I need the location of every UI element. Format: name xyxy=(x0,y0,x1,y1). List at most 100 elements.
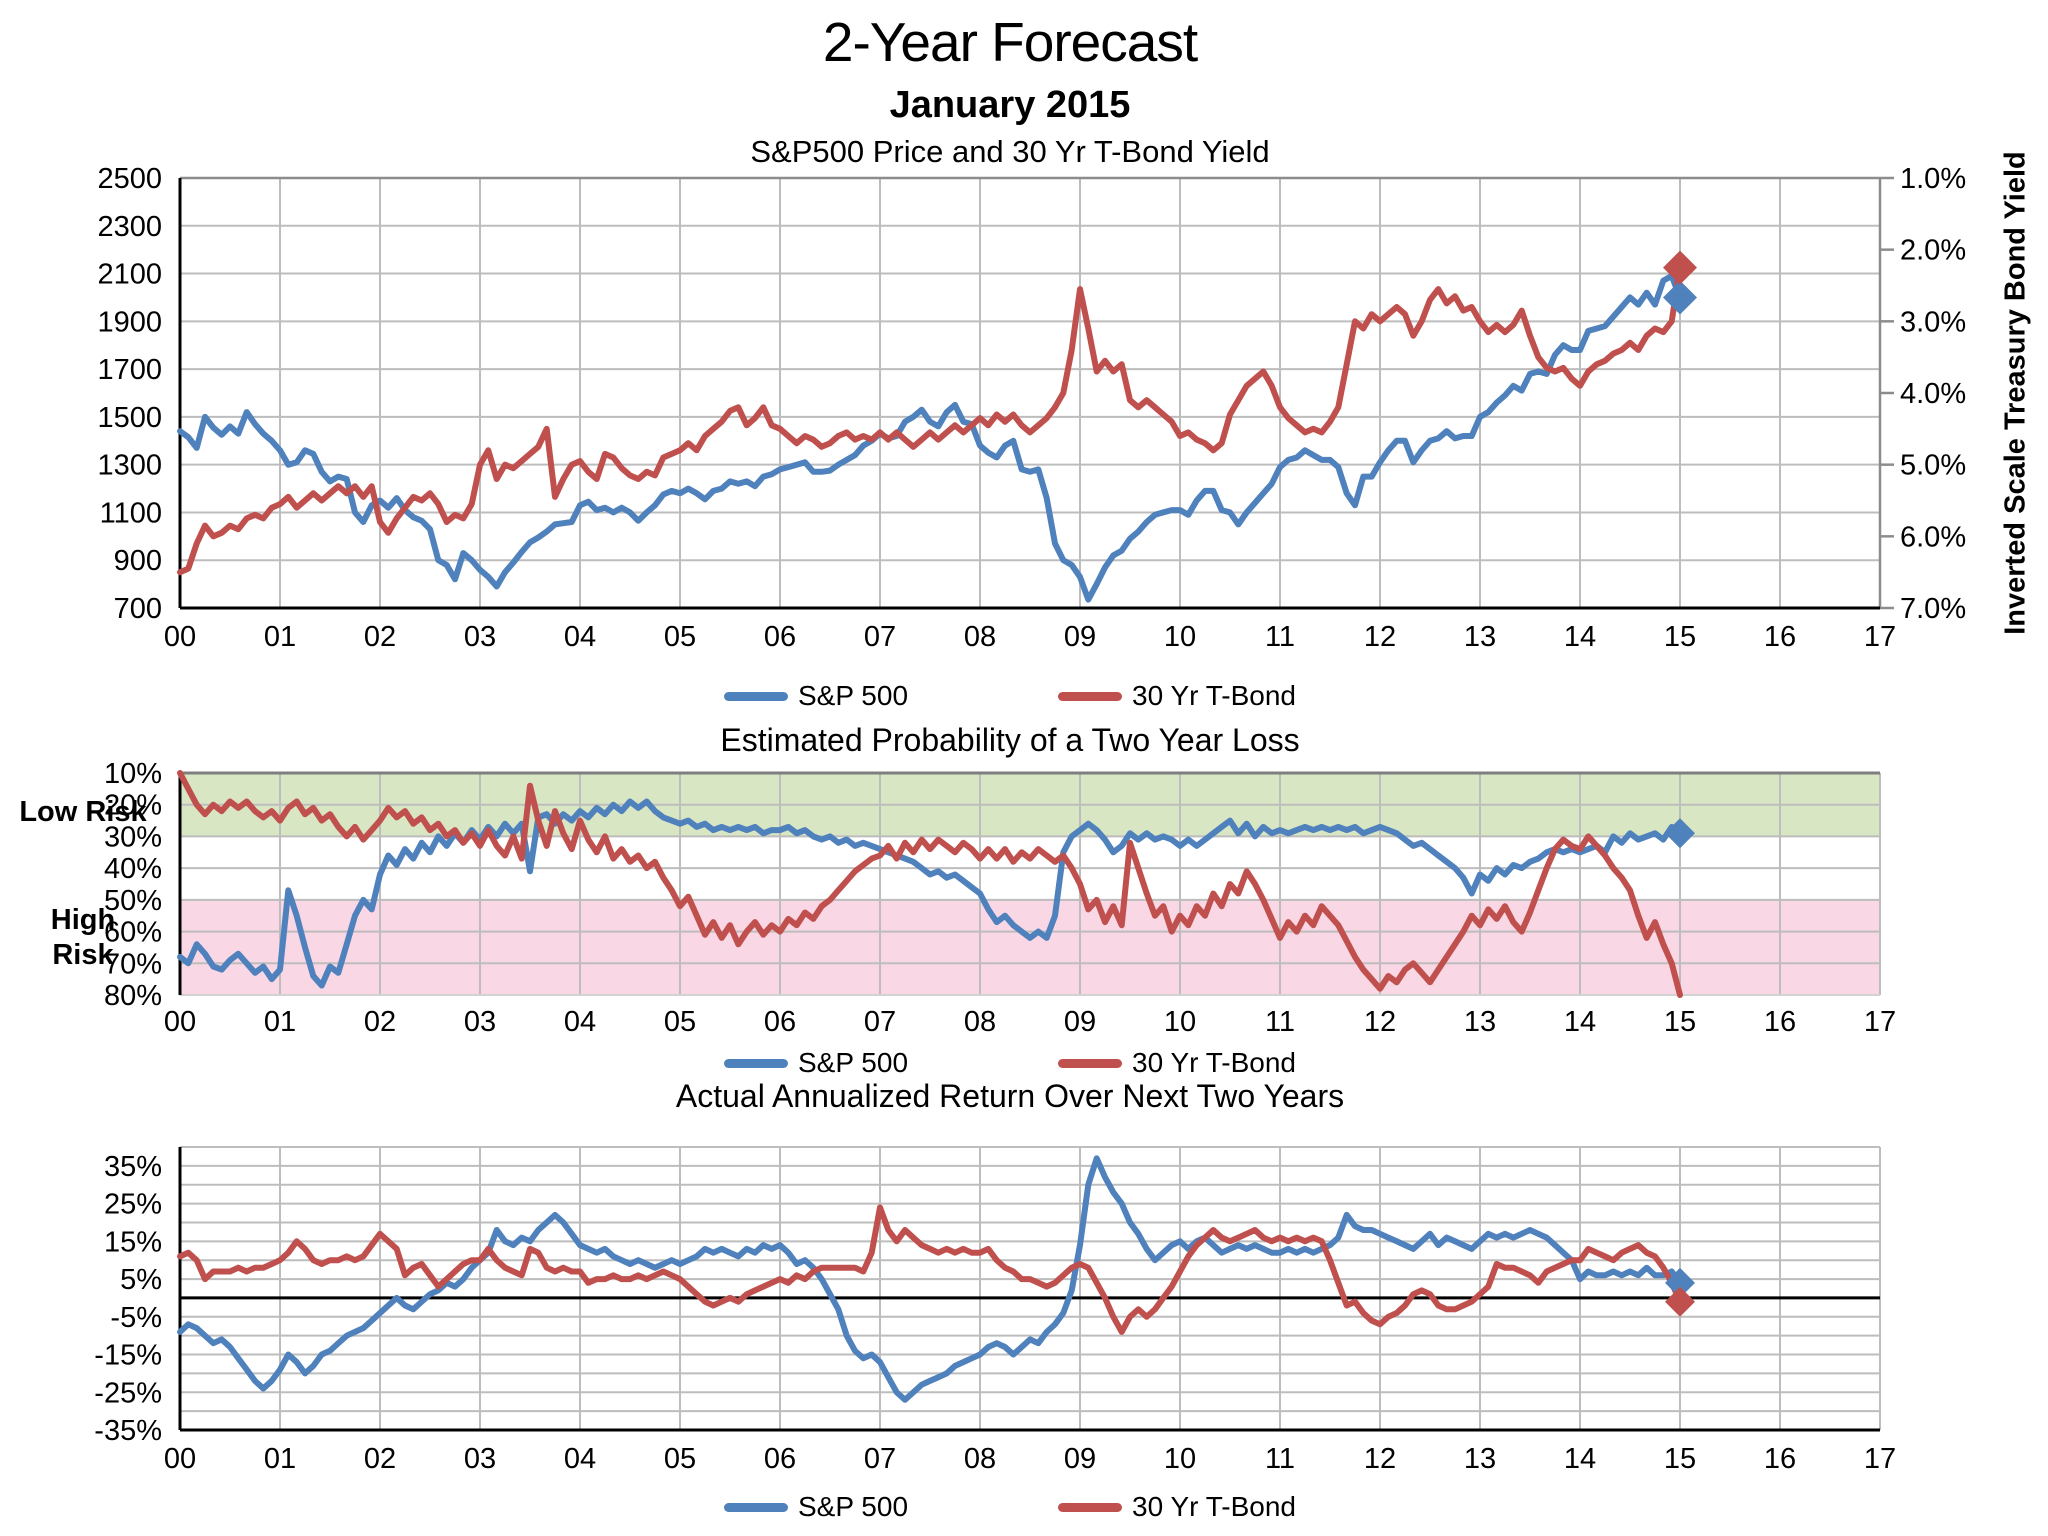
series-line-tbond-chart1 xyxy=(177,770,1683,998)
tick-label: 13 xyxy=(1464,621,1496,653)
chart-title-loss-probability: Estimated Probability of a Two Year Loss xyxy=(720,722,1300,758)
tick-label: 17 xyxy=(1864,1443,1896,1475)
end-marker-tbond-chart2 xyxy=(1664,1286,1695,1317)
tick-label: 2300 xyxy=(97,211,162,243)
legend-item-sp500: S&P 500 xyxy=(724,1047,908,1079)
tick-label: 02 xyxy=(364,621,396,653)
tick-label: 700 xyxy=(114,593,162,625)
high-risk-zone-label: High Risk xyxy=(50,904,116,972)
tick-label: -5% xyxy=(110,1302,162,1334)
tick-label: 03 xyxy=(464,1006,496,1038)
tick-label: 10 xyxy=(1164,1443,1196,1475)
tick-label: 15 xyxy=(1664,1006,1696,1038)
tick-label: 00 xyxy=(164,1006,196,1038)
tick-label: 35% xyxy=(104,1151,162,1183)
tick-label: 1.0% xyxy=(1900,163,1966,195)
tick-label: 40% xyxy=(104,853,162,885)
tick-label: 08 xyxy=(964,621,996,653)
page-subtitle: January 2015 xyxy=(889,84,1131,126)
tick-label: 1300 xyxy=(97,450,162,482)
tick-label: -25% xyxy=(94,1377,162,1409)
tick-label: 07 xyxy=(864,621,896,653)
tick-label: 00 xyxy=(164,1443,196,1475)
series-line-tbond-chart0 xyxy=(177,264,1683,576)
tick-label: 4.0% xyxy=(1900,378,1966,410)
tick-label: 09 xyxy=(1064,1006,1096,1038)
tick-label: 14 xyxy=(1564,621,1596,653)
legend-middle-chart: S&P 500 30 Yr T-Bond xyxy=(0,1045,2020,1081)
tick-label: 6.0% xyxy=(1900,521,1966,553)
tick-label: 12 xyxy=(1364,1443,1396,1475)
tick-label: 05 xyxy=(664,621,696,653)
legend-top-chart: S&P 500 30 Yr T-Bond xyxy=(0,678,2020,714)
end-marker-sp500-chart2 xyxy=(1664,1267,1695,1298)
legend-label: S&P 500 xyxy=(798,680,909,711)
tick-label: 09 xyxy=(1064,1443,1096,1475)
tick-label: 05 xyxy=(664,1443,696,1475)
tick-label: 01 xyxy=(264,1006,296,1038)
tick-label: 15 xyxy=(1664,621,1696,653)
tick-label: 1700 xyxy=(97,354,162,386)
tick-label: 07 xyxy=(864,1006,896,1038)
tick-label: 10% xyxy=(104,758,162,790)
chart-title-price-yield: S&P500 Price and 30 Yr T-Bond Yield xyxy=(750,134,1270,169)
end-marker-tbond-chart0 xyxy=(1662,250,1697,285)
tick-label: 16 xyxy=(1764,621,1796,653)
series-line-tbond-chart2 xyxy=(177,1204,1683,1335)
tick-label: 08 xyxy=(964,1443,996,1475)
legend-bottom-chart: S&P 500 30 Yr T-Bond xyxy=(0,1489,2020,1525)
right-axis-title: Inverted Scale Treasury Bond Yield xyxy=(1999,151,2032,635)
tick-label: 2100 xyxy=(97,259,162,291)
tick-label: 10 xyxy=(1164,621,1196,653)
tick-label: 30% xyxy=(104,821,162,853)
tbond-line-swatch-icon xyxy=(1058,1058,1123,1068)
tick-label: 16 xyxy=(1764,1443,1796,1475)
legend-label: 30 Yr T-Bond xyxy=(1132,680,1296,711)
tick-label: 20% xyxy=(104,790,162,822)
tick-label: 3.0% xyxy=(1900,306,1966,338)
tick-label: 1500 xyxy=(97,402,162,434)
tick-label: 01 xyxy=(264,621,296,653)
tick-label: 08 xyxy=(964,1006,996,1038)
tick-label: 900 xyxy=(114,545,162,577)
tick-label: 06 xyxy=(764,621,796,653)
tick-label: 00 xyxy=(164,621,196,653)
low-risk-zone-label: Low Risk xyxy=(19,796,147,828)
legend-label: S&P 500 xyxy=(798,1491,909,1522)
tick-label: 17 xyxy=(1864,1006,1896,1038)
legend-item-sp500: S&P 500 xyxy=(724,680,908,712)
legend-label: 30 Yr T-Bond xyxy=(1132,1491,1296,1522)
tick-label: 16 xyxy=(1764,1006,1796,1038)
tick-label: 11 xyxy=(1265,621,1295,653)
tick-label: 13 xyxy=(1464,1443,1496,1475)
tick-label: 2.0% xyxy=(1900,235,1966,267)
sp500-line-swatch-icon xyxy=(724,1502,788,1512)
legend-item-tbond: 30 Yr T-Bond xyxy=(1058,680,1296,712)
tick-label: 14 xyxy=(1564,1006,1596,1038)
tick-label: 5% xyxy=(120,1264,162,1296)
tick-label: 13 xyxy=(1464,1006,1496,1038)
chart-panel-1: 10%20%30%40%50%60%70%80%00 01 02 03 04 05 06 07… xyxy=(104,758,1896,1038)
tick-label: 05 xyxy=(664,1006,696,1038)
legend-item-tbond: 30 Yr T-Bond xyxy=(1058,1491,1296,1523)
tick-label: 15 xyxy=(1664,1443,1696,1475)
chart-panel-0: 250023002100190017001500130011009007001.… xyxy=(97,163,1966,653)
legend-item-tbond: 30 Yr T-Bond xyxy=(1058,1047,1296,1079)
page-title: 2-Year Forecast xyxy=(822,11,1198,73)
sp500-line-swatch-icon xyxy=(724,1058,788,1068)
tick-label: 1900 xyxy=(97,306,162,338)
tick-label: 14 xyxy=(1564,1443,1596,1475)
legend-label: S&P 500 xyxy=(798,1047,909,1078)
chart-panel-2: 35% 25% 15% 5% -5% -15% -25% -35%00 01 02 03 04 05 06… xyxy=(94,1146,1896,1475)
tick-label: 04 xyxy=(564,621,596,653)
tick-label: 2500 xyxy=(97,163,162,195)
tick-label: 80% xyxy=(104,980,162,1012)
tick-label: 15% xyxy=(104,1226,162,1258)
tick-label: 11 xyxy=(1265,1443,1295,1475)
tick-label: 04 xyxy=(564,1006,596,1038)
tick-label: 70% xyxy=(104,948,162,980)
end-marker-sp500-chart0 xyxy=(1662,280,1697,315)
tick-label: 07 xyxy=(864,1443,896,1475)
risk-band-1 xyxy=(180,899,1880,995)
